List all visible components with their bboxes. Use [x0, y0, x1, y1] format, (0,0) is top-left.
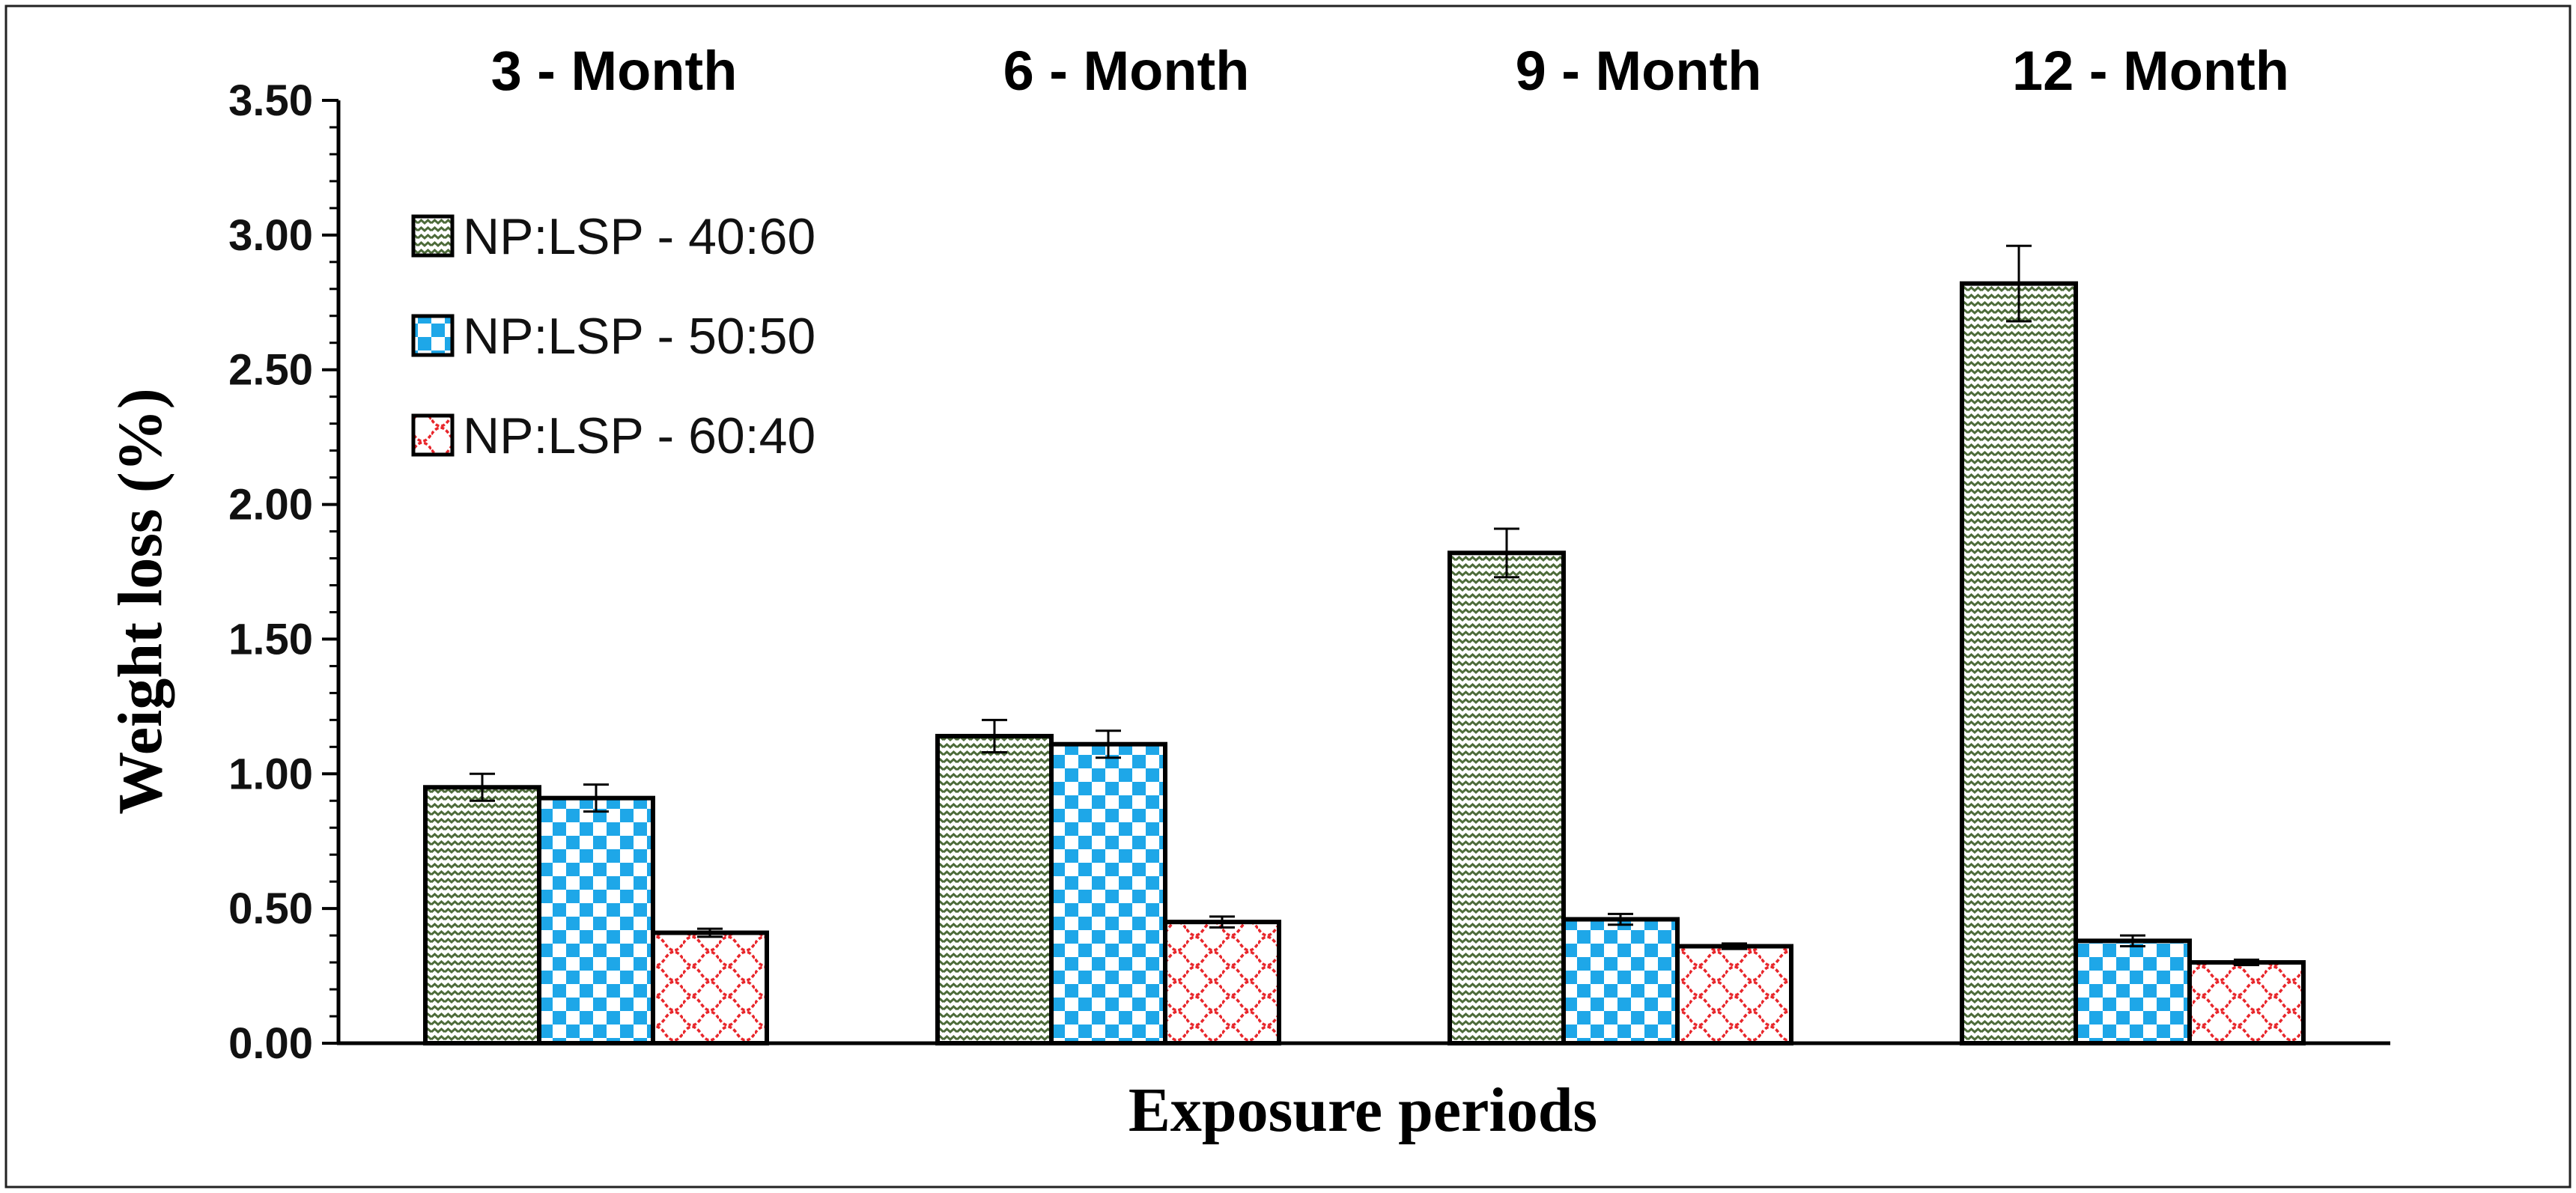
chart-border — [4, 4, 2572, 1189]
y-axis-title: Weight loss (%) — [106, 388, 175, 814]
legend-item-1: NP:LSP - 40:60 — [411, 208, 815, 265]
x-axis-title: Exposure periods — [1128, 1075, 1597, 1145]
legend: NP:LSP - 40:60 NP:LSP - 50:50 NP:LSP - 60:… — [411, 208, 815, 464]
axes-layer — [322, 99, 2390, 1045]
bar-1-4 — [1960, 281, 2078, 1045]
category-label-4: 12 - Month — [2012, 40, 2289, 102]
bar-3-4 — [2187, 960, 2306, 1045]
error-bar-2-3 — [1608, 912, 1633, 926]
y-tick-label-4: 1.50 — [228, 615, 313, 664]
legend-swatch-3 — [411, 413, 455, 457]
error-bar-3-4 — [2234, 958, 2259, 967]
bar-3-3 — [1675, 944, 1793, 1045]
y-tick-label-3: 1.00 — [228, 750, 313, 798]
legend-label-2: NP:LSP - 50:50 — [463, 308, 815, 365]
error-bar-1-2 — [982, 718, 1007, 754]
category-label-1: 3 - Month — [491, 40, 738, 102]
bar-3-1 — [651, 930, 769, 1045]
bar-2-1 — [537, 795, 655, 1046]
category-label-3: 9 - Month — [1516, 40, 1762, 102]
error-bar-2-2 — [1096, 729, 1121, 759]
error-bar-2-4 — [2120, 934, 2145, 948]
bar-1-1 — [423, 785, 541, 1046]
legend-swatch-1 — [411, 214, 455, 258]
legend-label-1: NP:LSP - 40:60 — [463, 208, 815, 265]
bar-1-3 — [1448, 550, 1566, 1045]
labels-layer: 3 - Month 6 - Month 9 - Month 12 - Month 0.0… — [228, 40, 2289, 1068]
error-bar-1-1 — [470, 772, 495, 802]
y-tick-label-5: 2.00 — [228, 481, 313, 529]
error-bar-3-1 — [697, 927, 723, 938]
legend-swatch-2 — [411, 314, 455, 357]
legend-label-3: NP:LSP - 60:40 — [463, 407, 815, 464]
legend-item-3: NP:LSP - 60:40 — [411, 407, 815, 464]
y-tick-label-8: 3.50 — [228, 76, 313, 125]
bars-layer — [423, 244, 2306, 1046]
error-bar-1-4 — [2006, 244, 2032, 323]
y-tick-label-1: 0.00 — [228, 1019, 313, 1068]
error-bar-3-3 — [1722, 942, 1747, 950]
bar-2-3 — [1561, 917, 1680, 1045]
bar-2-4 — [2074, 938, 2192, 1046]
error-bar-2-1 — [583, 783, 609, 813]
error-bar-1-3 — [1494, 527, 1519, 579]
y-tick-label-6: 2.50 — [228, 346, 313, 395]
category-label-2: 6 - Month — [1003, 40, 1250, 102]
y-tick-label-7: 3.00 — [228, 211, 313, 260]
legend-item-2: NP:LSP - 50:50 — [411, 308, 815, 365]
y-tick-label-2: 0.50 — [228, 884, 313, 933]
error-bar-3-2 — [1209, 915, 1235, 929]
bar-1-2 — [935, 733, 1054, 1045]
bar-2-2 — [1049, 741, 1167, 1046]
bar-3-2 — [1163, 920, 1281, 1045]
